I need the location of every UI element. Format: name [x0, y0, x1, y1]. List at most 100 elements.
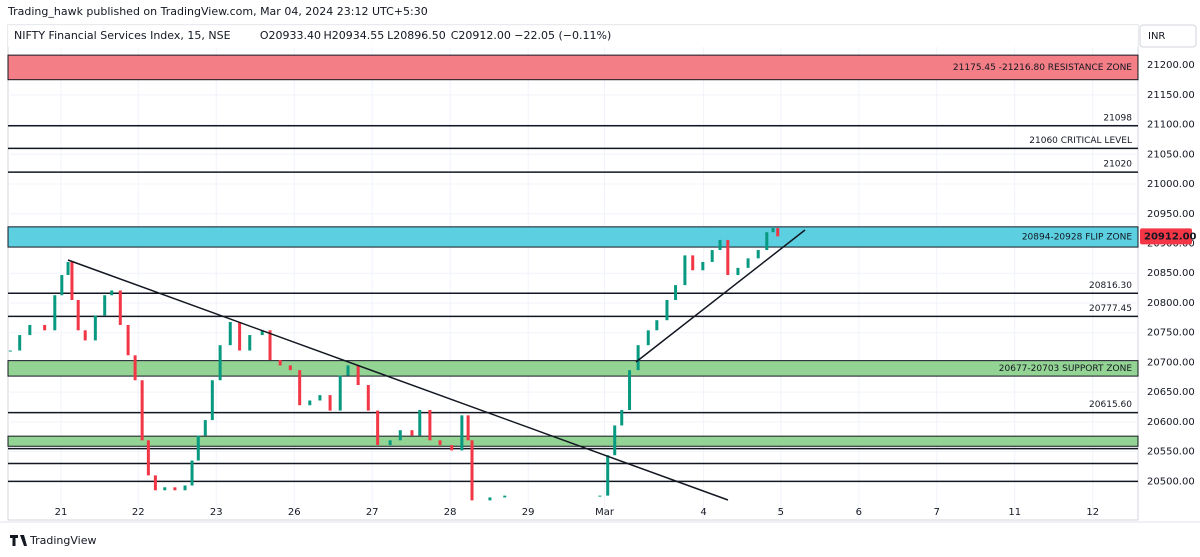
candle: [674, 285, 678, 300]
candle: [606, 455, 610, 496]
currency-box: [1139, 24, 1197, 48]
candle: [776, 228, 780, 237]
candle: [8, 350, 12, 352]
candle: [388, 440, 392, 446]
y-tick-label: 20850.00: [1147, 268, 1195, 279]
y-tick-label: 20650.00: [1147, 387, 1195, 398]
x-tick-label: Mar: [595, 507, 615, 518]
y-tick-label: 20600.00: [1147, 417, 1195, 428]
ohlc-value: C20912.00: [451, 29, 511, 42]
zone-label: 20677-20703 SUPPORT ZONE: [999, 364, 1133, 374]
candle: [503, 495, 507, 498]
ohlc-value: −22.05 (−0.11%): [514, 29, 611, 42]
candle: [598, 495, 602, 497]
candle: [628, 370, 632, 410]
y-tick-label: 21000.00: [1147, 179, 1195, 190]
candle: [308, 400, 312, 406]
candle: [460, 415, 464, 451]
candle: [146, 440, 150, 476]
level-label: 20777.45: [1089, 304, 1132, 314]
level-label: 21060 CRITICAL LEVEL: [1029, 136, 1132, 146]
x-tick-label: 29: [522, 507, 535, 518]
last-price-box: [1140, 228, 1192, 245]
candle: [133, 355, 137, 381]
level-label: 20615.60: [1089, 400, 1132, 410]
candle: [228, 321, 232, 346]
candle: [103, 295, 107, 316]
candle: [765, 232, 769, 251]
candle: [771, 228, 775, 233]
x-tick-label: 5: [778, 507, 784, 518]
zone-label: 21175.45 -21216.80 RESISTANCE ZONE: [953, 63, 1132, 73]
candle: [183, 485, 187, 491]
zones: 21175.45 -21216.80 RESISTANCE ZONE 20894-…: [7, 54, 1139, 483]
level-label: 20816.30: [1089, 281, 1132, 291]
trend-line: [635, 229, 806, 363]
candle: [620, 409, 624, 426]
zone: [7, 226, 1139, 248]
candle: [338, 375, 342, 411]
candle: [746, 258, 750, 268]
level-label: 21020: [1103, 160, 1132, 170]
candle: [318, 395, 322, 401]
candle: [665, 299, 669, 321]
candle: [18, 335, 22, 351]
candle: [153, 475, 157, 491]
candle: [470, 440, 474, 501]
candle: [126, 324, 130, 356]
y-tick-label: 20550.00: [1147, 447, 1195, 458]
logo: [10, 535, 27, 546]
candle: [718, 239, 722, 251]
candle: [438, 440, 442, 446]
y-tick-label: 20500.00: [1147, 476, 1195, 487]
candle: [76, 299, 80, 331]
candle: [93, 315, 97, 341]
ohlc-value: L20896.50: [387, 29, 446, 42]
x-tick-label: 11: [1008, 507, 1021, 518]
candle: [173, 487, 177, 491]
publisher-note: Trading_hawk published on TradingView.co…: [7, 5, 428, 18]
zone: [7, 360, 1139, 377]
x-tick-label: 26: [288, 507, 301, 518]
zone: [7, 435, 1139, 447]
x-tick-label: 6: [856, 507, 862, 518]
ohlc-value: O20933.40: [260, 29, 321, 42]
ohlc-legend: O20933.40 H20934.55 L20896.50 C20912.00 −22.…: [260, 29, 611, 42]
candle: [398, 430, 402, 441]
y-tick-label: 21200.00: [1147, 60, 1195, 71]
candle: [238, 321, 242, 351]
y-tick-label: 21150.00: [1147, 90, 1195, 101]
candle: [428, 409, 432, 441]
candle: [410, 430, 414, 436]
candle: [450, 445, 454, 451]
candle: [140, 380, 144, 441]
candle: [268, 330, 272, 361]
last-price-label: 20912.00: [1144, 231, 1197, 242]
candle: [418, 409, 422, 436]
candle: [83, 330, 87, 341]
candle: [218, 345, 222, 381]
candle: [726, 239, 730, 276]
candle: [43, 324, 47, 331]
y-tick-label: 21100.00: [1147, 120, 1195, 131]
candle: [210, 380, 214, 421]
x-tick-label: 22: [132, 507, 145, 518]
candle: [298, 370, 302, 406]
candle: [260, 330, 264, 336]
candle: [163, 487, 167, 491]
x-tick-label: 7: [934, 507, 940, 518]
candle: [736, 267, 740, 276]
candle: [196, 435, 200, 461]
candle: [66, 261, 70, 276]
brand: TradingView: [29, 534, 96, 547]
candle: [466, 415, 470, 441]
axes: 20500.00 20550.00 20600.00 20650.00 20700.00…: [55, 60, 1197, 518]
y-tick-label: 20750.00: [1147, 328, 1195, 339]
currency: INR: [1148, 31, 1165, 42]
y-tick-label: 20700.00: [1147, 357, 1195, 368]
candle: [60, 275, 64, 296]
candle: [646, 330, 650, 346]
